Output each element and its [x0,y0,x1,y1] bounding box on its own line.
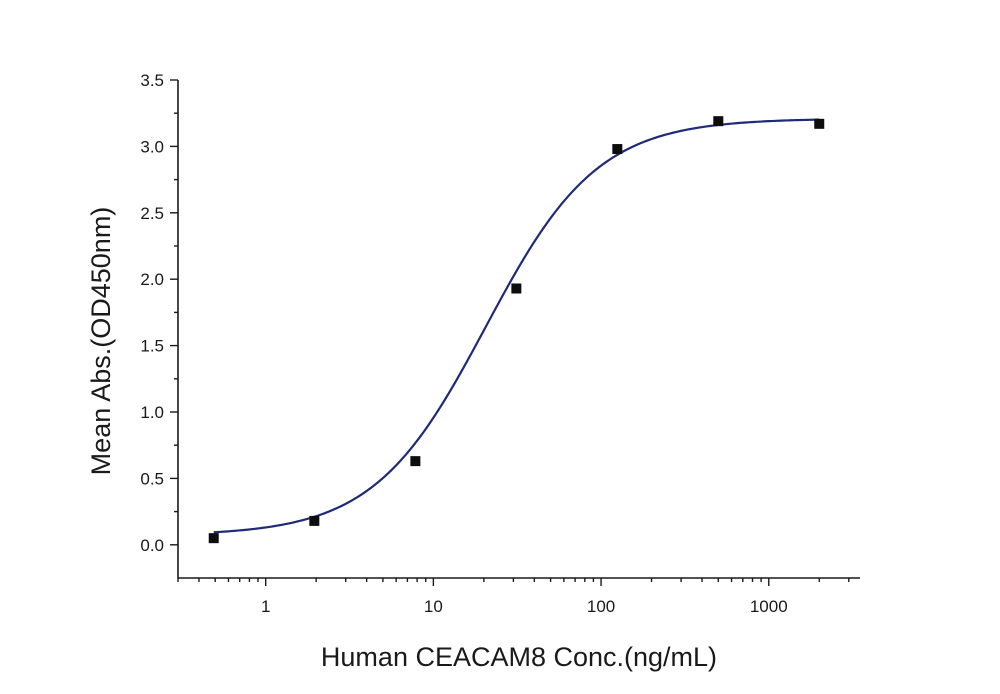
x-axis-title: Human CEACAM8 Conc.(ng/mL) [321,642,717,672]
x-axis: 1 10 100 1000 [177,577,860,616]
y-axis: 0.0 0.5 1.0 1.5 2.0 2.5 3.0 3.5 [140,71,179,578]
x-tick-label: 100 [587,597,615,616]
x-tick-label: 10 [424,597,443,616]
y-tick-label: 1.5 [140,337,164,356]
y-axis-title: Mean Abs.(OD450nm) [86,207,116,476]
fit-curve-layer [213,118,820,534]
y-tick-label: 3.0 [140,137,164,156]
y-tick-label: 1.0 [140,403,164,422]
y-tick-label: 0.5 [140,469,164,488]
data-point [713,116,724,127]
data-point [309,515,320,526]
y-tick-label: 3.5 [140,71,164,90]
x-tick-label: 1 [261,597,270,616]
data-point [208,533,219,544]
y-tick-label: 0.0 [140,536,164,555]
data-point [410,456,421,467]
data-points [208,116,825,544]
data-point [814,118,825,129]
data-point [511,283,522,294]
x-tick-label: 1000 [750,597,788,616]
y-tick-label: 2.5 [140,204,164,223]
y-tick-label: 2.0 [140,270,164,289]
data-point [612,144,623,155]
fit-curve [213,118,820,534]
